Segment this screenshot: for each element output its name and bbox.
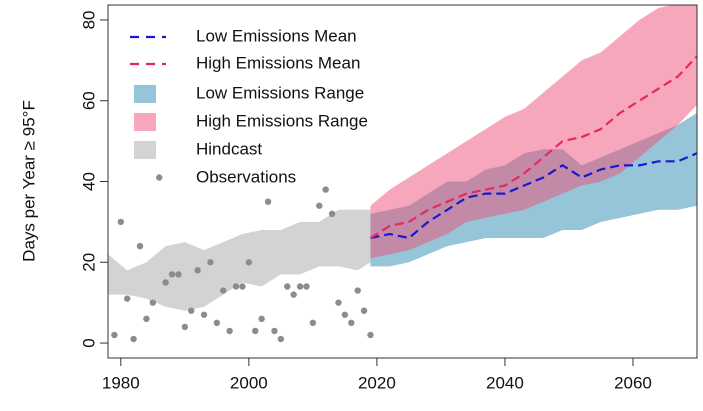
legend-patch <box>134 85 156 103</box>
mean-line <box>370 152 697 240</box>
observation-point <box>220 287 227 294</box>
observation-point <box>239 283 246 290</box>
observation-point <box>341 311 349 318</box>
observation-point <box>328 210 336 218</box>
observation-point <box>284 283 291 290</box>
observation-point <box>264 198 272 205</box>
observation-point <box>194 267 201 274</box>
plot-area <box>108 5 697 343</box>
range-band <box>108 209 371 311</box>
observation-point <box>290 291 297 298</box>
observation-point <box>117 218 125 226</box>
observation-point <box>348 319 355 327</box>
observation-point <box>354 287 361 294</box>
observation-point <box>367 331 374 339</box>
observation-point <box>130 335 137 343</box>
observation-point <box>188 307 195 314</box>
observation-point <box>322 186 329 193</box>
observation-point <box>213 319 221 327</box>
legend-label: Low Emissions Range <box>196 83 364 102</box>
y-tick-label: 40 <box>79 172 98 191</box>
x-tick-label: 2060 <box>614 373 652 392</box>
observation-point <box>168 271 176 278</box>
observation-point <box>335 299 342 306</box>
observation-point <box>136 242 144 250</box>
legend-label: High Emissions Range <box>196 111 368 130</box>
y-tick-label: 80 <box>79 10 98 29</box>
observation-point <box>252 327 259 335</box>
observation-point <box>111 331 118 339</box>
x-tick-label: 2040 <box>486 373 524 392</box>
x-tick-label: 2020 <box>358 373 396 392</box>
x-tick-label: 1980 <box>102 373 140 392</box>
y-tick-label: 20 <box>79 253 98 272</box>
observation-point <box>181 323 189 331</box>
observation-point <box>143 315 150 323</box>
observation-point <box>258 315 265 323</box>
legend-label: Observations <box>196 167 296 186</box>
observation-point <box>245 259 253 266</box>
observation-point <box>360 307 368 314</box>
legend-label: High Emissions Mean <box>196 53 360 72</box>
observation-point <box>316 202 323 209</box>
observation-point <box>149 299 157 306</box>
observation-point <box>156 174 163 181</box>
legend-patch <box>134 141 156 159</box>
observation-point <box>309 319 317 327</box>
y-axis-label: Days per Year ≥ 95°F <box>19 100 38 262</box>
y-tick-label: 0 <box>79 338 98 347</box>
observation-point <box>277 335 285 343</box>
observation-point <box>162 279 169 286</box>
x-tick-label: 2000 <box>230 373 268 392</box>
observation-point <box>124 295 131 302</box>
observation-point <box>200 311 208 318</box>
legend-label: Low Emissions Mean <box>196 26 357 45</box>
observation-point <box>175 271 182 278</box>
legend-patch <box>134 113 156 131</box>
observation-point <box>207 259 214 266</box>
y-tick-label: 60 <box>79 91 98 110</box>
observation-point <box>271 327 278 335</box>
range-band <box>370 5 697 259</box>
observation-point <box>303 283 310 290</box>
observation-point <box>226 327 233 335</box>
mean-line <box>369 55 697 239</box>
legend-label: Hindcast <box>196 139 262 158</box>
observation-point <box>296 283 304 290</box>
observation-point <box>232 283 240 290</box>
